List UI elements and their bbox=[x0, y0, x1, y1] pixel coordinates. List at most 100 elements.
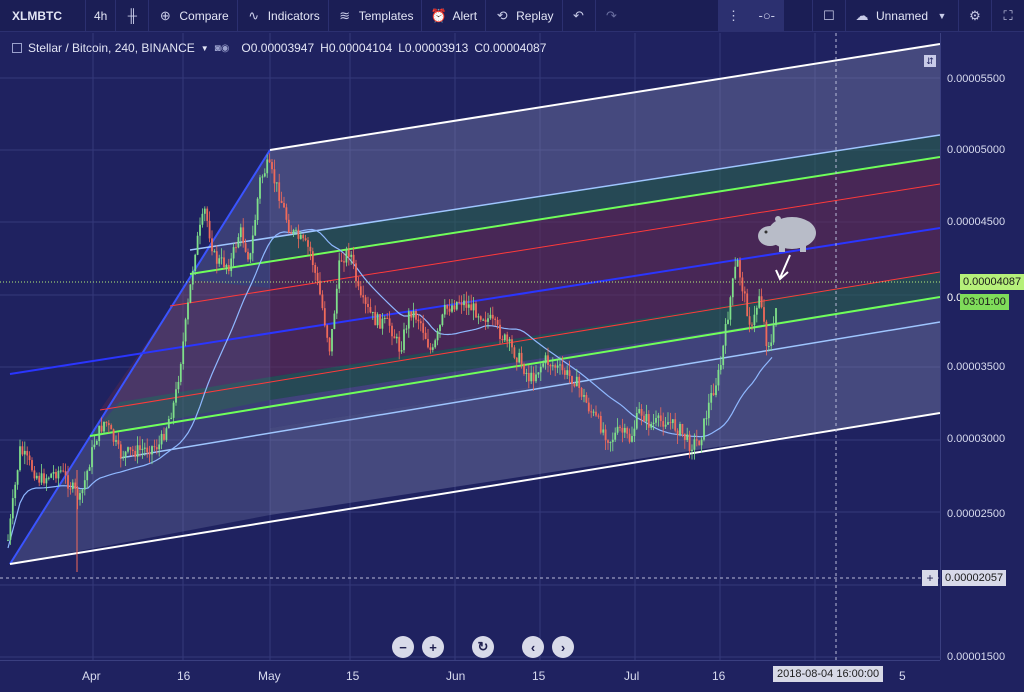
candle-body bbox=[511, 339, 513, 348]
candle-body bbox=[763, 307, 765, 322]
pitchfork-median-line bbox=[9, 227, 940, 375]
candle-body bbox=[693, 439, 696, 450]
zoom-out-button[interactable]: − bbox=[392, 636, 414, 658]
candle-body bbox=[367, 303, 369, 308]
candle-body bbox=[424, 332, 427, 339]
candle-body bbox=[501, 338, 504, 341]
settings-button[interactable]: ⚙ bbox=[958, 0, 991, 32]
templates-button[interactable]: ≋ Templates bbox=[329, 0, 423, 32]
horizontal-layout-button[interactable]: -○- bbox=[750, 0, 784, 32]
candle-body bbox=[91, 447, 93, 468]
candle-body bbox=[302, 235, 305, 239]
candle-body bbox=[549, 364, 552, 367]
candle-body bbox=[220, 257, 223, 259]
candle-body bbox=[717, 369, 720, 386]
candle-body bbox=[583, 395, 585, 397]
alert-button[interactable]: ⏰ Alert bbox=[422, 0, 487, 32]
candle-body bbox=[62, 470, 65, 472]
candle-body bbox=[643, 415, 645, 422]
candle-body bbox=[475, 303, 477, 318]
interval-button[interactable]: 4h bbox=[86, 0, 117, 32]
price-tick: 0.00003000 bbox=[947, 433, 1006, 445]
candle-body bbox=[67, 475, 69, 489]
candle-body bbox=[7, 539, 9, 541]
candle-body bbox=[117, 440, 120, 445]
candle-body bbox=[628, 433, 631, 442]
candle-body bbox=[388, 318, 391, 326]
layout-select-button[interactable]: ☐ bbox=[811, 0, 845, 32]
candle-body bbox=[307, 240, 309, 247]
save-layout-button[interactable]: ☁ Unnamed ▼ bbox=[844, 0, 958, 32]
undo-button[interactable]: ↶ bbox=[563, 0, 596, 32]
pitchfork-zone-green-upper bbox=[270, 135, 940, 260]
candle-body bbox=[201, 213, 204, 225]
candle-body bbox=[659, 415, 662, 422]
time-tick: Jul bbox=[624, 669, 640, 683]
candle-body bbox=[151, 446, 153, 455]
candle-body bbox=[148, 452, 151, 455]
candle-body bbox=[64, 471, 67, 476]
legend-collapse-icon[interactable] bbox=[12, 43, 22, 53]
legend-symbol-title[interactable]: Stellar / Bitcoin, 240, BINANCE bbox=[28, 41, 195, 55]
candle-body bbox=[455, 301, 458, 310]
chart-legend: Stellar / Bitcoin, 240, BINANCE ▼ ◙◉ O0.… bbox=[12, 41, 546, 55]
eye-icon[interactable]: ◙◉ bbox=[214, 42, 230, 54]
candle-body bbox=[266, 159, 269, 174]
candle-body bbox=[14, 484, 17, 499]
fullscreen-button[interactable]: ⛶ bbox=[991, 0, 1024, 32]
candle-body bbox=[710, 393, 713, 403]
candle-body bbox=[355, 263, 357, 282]
replay-button[interactable]: ⟲ Replay bbox=[486, 0, 563, 32]
vertical-layout-button[interactable]: ⋮ bbox=[717, 0, 751, 32]
candle-body bbox=[249, 253, 252, 260]
symbol-search-button[interactable]: XLMBTC bbox=[0, 0, 86, 32]
candle-body bbox=[599, 415, 602, 433]
time-tick: Jun bbox=[446, 669, 466, 683]
candle-body bbox=[163, 433, 165, 440]
candle-body bbox=[520, 352, 523, 365]
chart-type-button[interactable]: ╫ bbox=[116, 0, 150, 32]
candlestick-series bbox=[7, 153, 777, 572]
pitchfork-zone-green-lower bbox=[270, 272, 940, 400]
candle-body bbox=[271, 162, 273, 170]
candle-body bbox=[722, 345, 725, 366]
candle-body bbox=[170, 417, 173, 419]
scroll-left-button[interactable]: ‹ bbox=[522, 636, 544, 658]
candle-body bbox=[398, 336, 401, 352]
price-tick: 0.00005000 bbox=[947, 144, 1006, 156]
add-crosshair-plus-icon[interactable]: + bbox=[922, 570, 938, 586]
candle-body bbox=[343, 261, 345, 263]
price-tick: 0.00003500 bbox=[947, 361, 1006, 373]
candle-body bbox=[484, 319, 487, 322]
zoom-in-button[interactable]: + bbox=[422, 636, 444, 658]
candle-body bbox=[295, 229, 297, 231]
candle-body bbox=[98, 425, 101, 442]
compare-button[interactable]: ⊕ Compare bbox=[149, 0, 238, 32]
indicators-icon: ∿ bbox=[248, 7, 260, 23]
chevron-down-icon[interactable]: ▼ bbox=[200, 43, 209, 53]
candle-body bbox=[333, 313, 336, 329]
candle-body bbox=[316, 272, 319, 281]
scroll-right-button[interactable]: › bbox=[552, 636, 574, 658]
high-value: H0.00004104 bbox=[320, 41, 393, 55]
reset-chart-button[interactable]: ↻ bbox=[472, 636, 494, 658]
candle-body bbox=[134, 450, 137, 457]
redo-button[interactable]: ↷ bbox=[596, 0, 628, 32]
candle-body bbox=[556, 365, 559, 368]
candle-body bbox=[23, 450, 26, 455]
candle-body bbox=[38, 475, 41, 483]
price-tick: 0.00002500 bbox=[947, 508, 1006, 520]
pitchfork-lower-line bbox=[9, 412, 940, 565]
price-axis[interactable]: 0.00005500 0.00005000 0.00004500 0.0 0.0… bbox=[940, 33, 1024, 663]
candle-body bbox=[537, 372, 540, 375]
indicators-button[interactable]: ∿ Indicators bbox=[238, 0, 329, 32]
candle-body bbox=[640, 409, 643, 416]
candle-body bbox=[47, 477, 50, 479]
scroll-to-realtime-icon[interactable]: ⇵ bbox=[924, 55, 936, 67]
candle-body bbox=[35, 475, 38, 479]
candle-body bbox=[244, 243, 247, 252]
arrow-drawing bbox=[775, 254, 791, 281]
candle-body bbox=[561, 364, 564, 371]
candle-body bbox=[523, 364, 525, 374]
